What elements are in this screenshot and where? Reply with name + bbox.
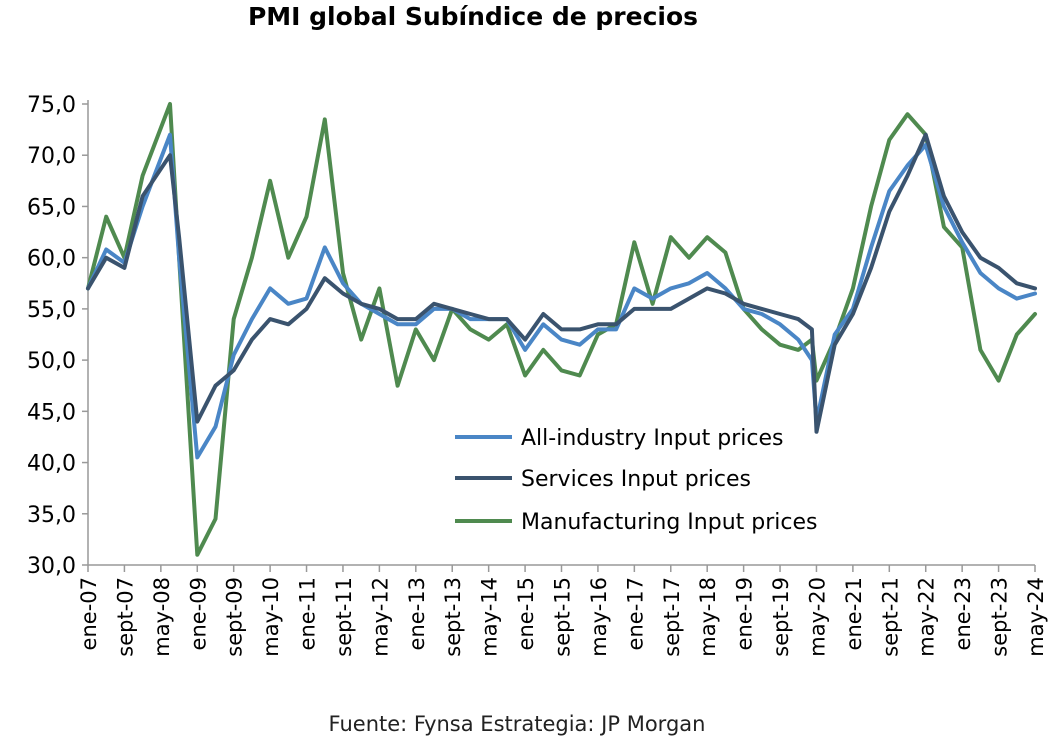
x-tick-label: ene-17	[623, 577, 647, 650]
x-tick-label: may-14	[478, 577, 502, 657]
x-tick-label: may-10	[259, 577, 283, 657]
x-tick-label: may-24	[1024, 577, 1048, 657]
x-tick-label: sept-07	[113, 577, 137, 657]
legend-label-2: Manufacturing Input prices	[521, 510, 817, 535]
legend: All-industry Input prices Services Input …	[455, 426, 817, 535]
x-tick-label: ene-15	[514, 577, 538, 650]
x-tick-label: may-08	[150, 577, 174, 657]
x-tick-label: sept-17	[660, 577, 684, 657]
x-tick-label: ene-19	[733, 577, 757, 650]
series-line-1	[86, 132, 1037, 434]
y-tick-label: 75,0	[27, 93, 76, 118]
y-tick-label: 60,0	[27, 247, 76, 272]
x-tick-label: may-12	[368, 577, 392, 657]
y-tick-label: 45,0	[27, 400, 76, 425]
y-tick-label: 40,0	[27, 452, 76, 477]
chart-source: Fuente: Fynsa Estrategia: JP Morgan	[328, 712, 706, 736]
x-tick-label: ene-23	[951, 577, 975, 650]
x-tick-label: sept-15	[551, 577, 575, 657]
legend-label-1: Services Input prices	[521, 467, 751, 492]
chart-title: PMI global Subíndice de precios	[247, 2, 699, 31]
x-tick-label: ene-21	[842, 577, 866, 650]
y-tick-label: 35,0	[27, 503, 76, 528]
x-tick-label: ene-11	[296, 577, 320, 650]
y-tick-label: 50,0	[27, 349, 76, 374]
x-tick-label: sept-19	[769, 577, 793, 657]
series-layer	[86, 102, 1037, 557]
x-tick-label: sept-23	[988, 577, 1012, 657]
y-tick-label: 30,0	[27, 554, 76, 579]
x-tick-label: ene-09	[186, 577, 210, 650]
x-axis: ene-07 sept-07 may-08 ene-09 sept-09 may-10 en…	[77, 564, 1048, 657]
legend-label-0: All-industry Input prices	[521, 426, 784, 451]
x-tick-label: sept-11	[332, 577, 356, 657]
x-tick-label: ene-13	[405, 577, 429, 650]
series-line-0	[86, 132, 1037, 460]
x-tick-label: ene-07	[77, 577, 101, 650]
x-tick-label: may-20	[805, 577, 829, 657]
y-tick-label: 55,0	[27, 298, 76, 323]
y-axis: 75,0 70,0 65,0 60,0 55,0 50,0 45,0 40,0 35,0 30,0	[27, 93, 89, 579]
x-tick-label: may-18	[696, 577, 720, 657]
y-tick-label: 65,0	[27, 195, 76, 220]
y-tick-label: 70,0	[27, 144, 76, 169]
x-tick-label: may-22	[915, 577, 939, 657]
x-tick-label: may-16	[587, 577, 611, 657]
x-tick-label: sept-09	[223, 577, 247, 657]
x-tick-label: sept-21	[878, 577, 902, 657]
x-tick-label: sept-13	[441, 577, 465, 657]
series-line-2	[86, 102, 1037, 557]
